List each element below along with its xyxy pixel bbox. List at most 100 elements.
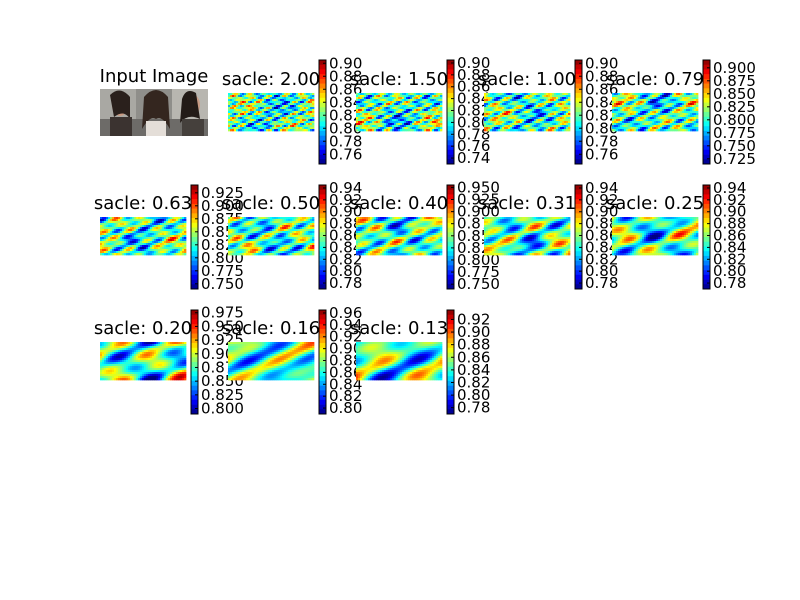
heatmap-cell	[486, 95, 489, 98]
heatmap-cell	[536, 95, 539, 98]
heatmap-cell	[172, 241, 175, 244]
heatmap-cell	[116, 249, 119, 252]
heatmap-cell	[528, 129, 531, 132]
heatmap-cell	[362, 97, 365, 100]
heatmap-cell	[158, 253, 161, 256]
heatmap-cell	[128, 245, 131, 248]
heatmap-cell	[388, 97, 391, 100]
heatmap-cell	[558, 117, 561, 120]
heatmap-cell	[242, 103, 245, 106]
heatmap-cell	[258, 93, 261, 96]
heatmap-cell	[110, 235, 113, 238]
heatmap-cell	[652, 113, 655, 116]
heatmap-cell	[530, 127, 533, 130]
heatmap-cell	[262, 95, 265, 98]
heatmap-cell	[632, 93, 635, 96]
heatmap-cell	[626, 129, 629, 132]
heatmap-cell	[310, 243, 313, 246]
heatmap-cell	[174, 219, 177, 222]
heatmap-cell	[108, 245, 111, 248]
heatmap-cell	[686, 93, 689, 96]
heatmap-cell	[290, 227, 293, 230]
heatmap-cell	[260, 227, 263, 230]
heatmap-cell	[236, 225, 239, 228]
heatmap-cell	[648, 113, 651, 116]
heatmap-cell	[252, 113, 255, 116]
heatmap-cell	[120, 237, 123, 240]
heatmap-cell	[672, 125, 675, 128]
heatmap-cell	[552, 121, 555, 124]
heatmap-cell	[304, 245, 307, 248]
heatmap-cell	[260, 235, 263, 238]
heatmap-cell	[262, 233, 265, 236]
heatmap-cell	[294, 129, 297, 132]
heatmap-cell	[306, 129, 309, 132]
heatmap-cell	[550, 115, 553, 118]
heatmap-cell	[522, 111, 525, 114]
heatmap-cell	[240, 117, 243, 120]
heatmap-cell	[144, 241, 147, 244]
colorbar-tick-label: 0.900	[713, 59, 756, 77]
heatmap-cell	[390, 109, 393, 112]
heatmap-cell	[116, 253, 119, 256]
colorbar-band	[703, 102, 710, 108]
heatmap-cell	[402, 117, 405, 120]
heatmap-cell	[422, 107, 425, 110]
heatmap-cell	[490, 115, 493, 118]
heatmap-cell	[414, 119, 417, 122]
heatmap-cell	[358, 101, 361, 104]
heatmap-cell	[532, 93, 535, 96]
heatmap-cell	[278, 121, 281, 124]
heatmap-cell	[368, 107, 371, 110]
heatmap-cell	[286, 123, 289, 126]
heatmap-cell	[296, 109, 299, 112]
heatmap-cell	[284, 225, 287, 228]
heatmap-cell	[430, 121, 433, 124]
heatmap-cell	[638, 95, 641, 98]
heatmap-cell	[558, 109, 561, 112]
heatmap-cell	[298, 225, 301, 228]
colorbar-band	[319, 107, 326, 113]
heatmap-cell	[662, 121, 665, 124]
heatmap-cell	[286, 221, 289, 224]
heatmap-cell	[648, 97, 651, 100]
heatmap-cell	[240, 233, 243, 236]
heatmap-cell	[498, 97, 501, 100]
heatmap-cell	[502, 99, 505, 102]
heatmap-cell	[276, 243, 279, 246]
heatmap-cell	[546, 105, 549, 108]
heatmap-cell	[138, 239, 141, 242]
panel-title: sacle: 0.79	[606, 69, 704, 90]
heatmap-cell	[284, 105, 287, 108]
heatmap-cell	[612, 105, 615, 108]
heatmap-cell	[644, 123, 647, 126]
heatmap-cell	[564, 95, 567, 98]
heatmap-cell	[112, 231, 115, 234]
heatmap-cell	[302, 93, 305, 96]
heatmap-cell	[358, 123, 361, 126]
heatmap-cell	[262, 93, 265, 96]
heatmap-cell	[132, 233, 135, 236]
heatmap-cell	[292, 105, 295, 108]
heatmap-cell	[300, 113, 303, 116]
heatmap-cell	[246, 245, 249, 248]
heatmap-cell	[362, 95, 365, 98]
heatmap-cell	[626, 117, 629, 120]
heatmap-cell	[566, 101, 569, 104]
heatmap-cell	[108, 251, 111, 254]
heatmap-cell	[560, 121, 563, 124]
heatmap-cell	[684, 109, 687, 112]
heatmap-cell	[124, 235, 127, 238]
heatmap-cell	[258, 115, 261, 118]
colorbar-tick-label: 0.90	[585, 54, 618, 72]
heatmap-cell	[156, 217, 159, 220]
heatmap-cell	[234, 247, 237, 250]
heatmap-cell	[676, 113, 679, 116]
heatmap-cell	[672, 107, 675, 110]
heatmap-cell	[356, 109, 359, 112]
heatmap-cell	[682, 115, 685, 118]
heatmap-cell	[616, 95, 619, 98]
heatmap-cell	[310, 123, 313, 126]
heatmap-cell	[410, 127, 413, 130]
heatmap-cell	[562, 115, 565, 118]
